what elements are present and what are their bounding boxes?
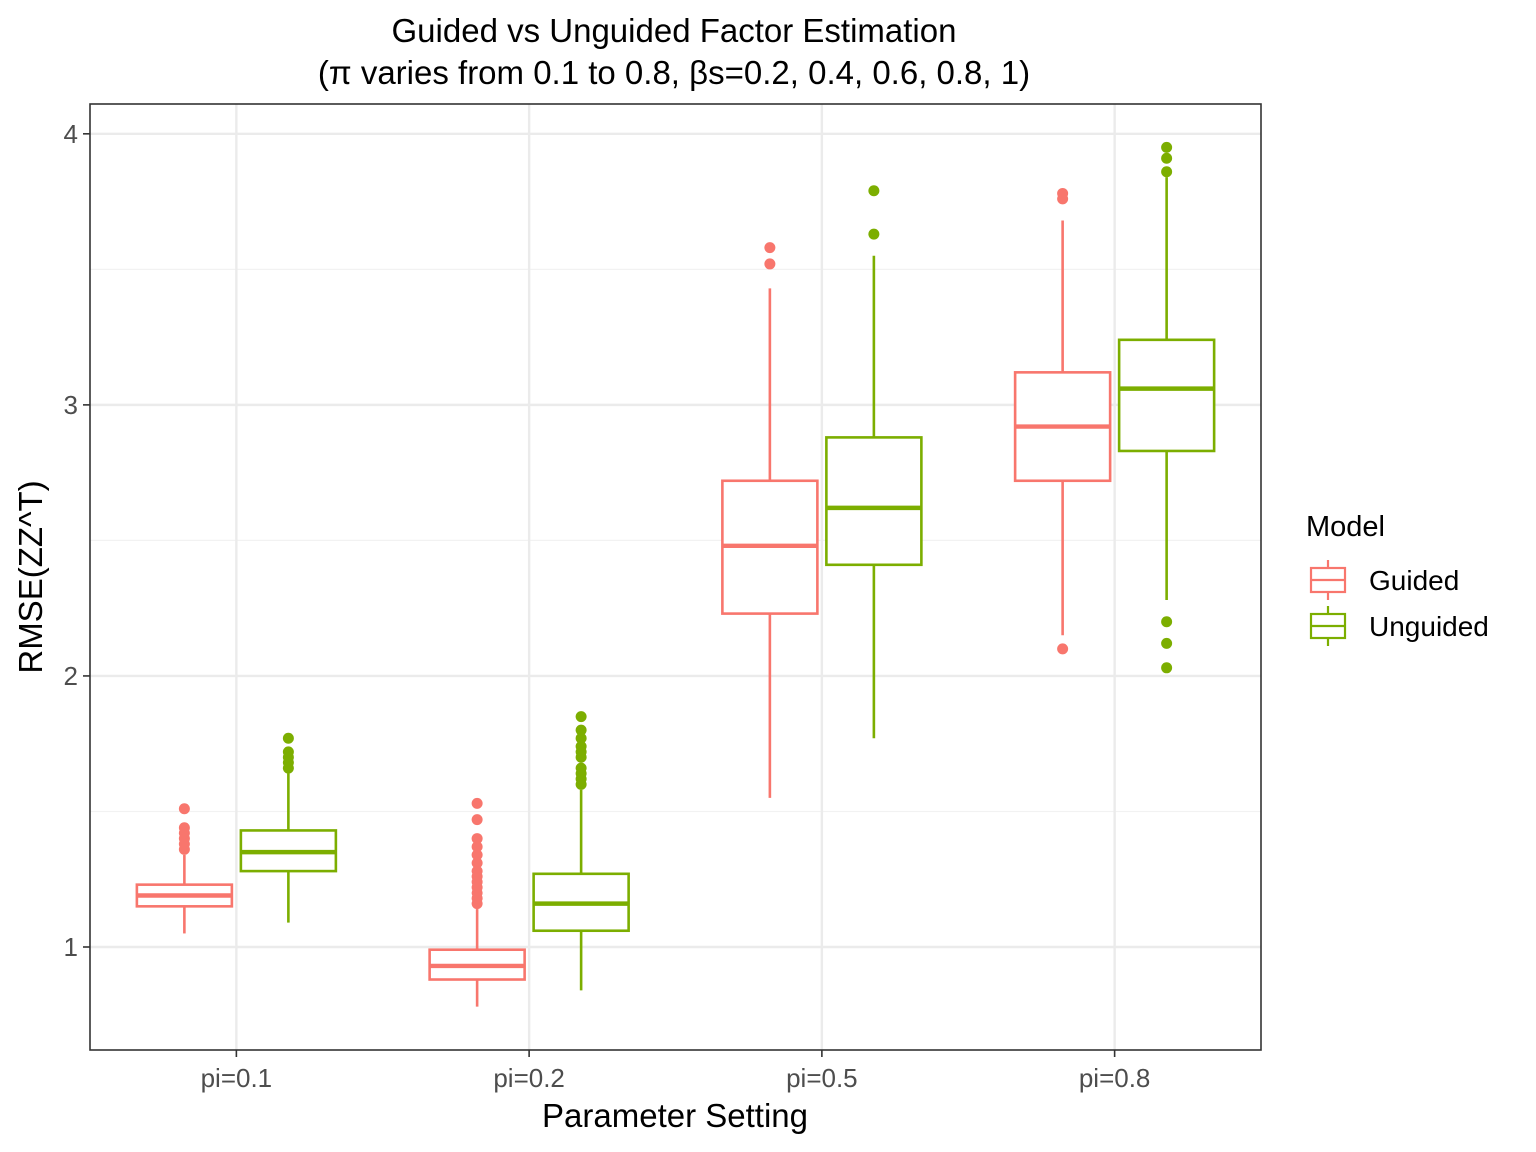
box-guided-2 bbox=[721, 242, 819, 798]
outlier-point bbox=[575, 762, 587, 774]
legend-title: Model bbox=[1306, 511, 1385, 543]
outlier-point bbox=[178, 822, 190, 834]
box-guided-0 bbox=[135, 803, 234, 934]
legend-item-guided: Guided bbox=[1309, 560, 1459, 600]
grid-lines bbox=[90, 104, 1261, 1050]
y-tick-label: 1 bbox=[64, 932, 78, 962]
box-guided-1 bbox=[428, 797, 526, 1007]
legend-item-unguided: Unguided bbox=[1309, 606, 1489, 646]
chart-title: Guided vs Unguided Factor Estimation bbox=[392, 12, 957, 49]
outlier-point bbox=[1057, 187, 1069, 199]
box-unguided-1 bbox=[532, 711, 630, 991]
x-tick-label: pi=0.8 bbox=[1079, 1063, 1151, 1093]
y-axis-title: RMSE(ZZ^T) bbox=[12, 480, 49, 673]
legend: Model Guided Unguided bbox=[1306, 511, 1489, 646]
outlier-point bbox=[575, 711, 587, 723]
outlier-point bbox=[575, 732, 587, 744]
legend-label: Guided bbox=[1369, 565, 1459, 596]
outlier-point bbox=[282, 732, 294, 744]
x-tick-label: pi=0.1 bbox=[201, 1063, 273, 1093]
outlier-point bbox=[471, 857, 483, 869]
outlier-point bbox=[471, 833, 483, 845]
outlier-point bbox=[471, 814, 483, 826]
outlier-point bbox=[868, 228, 880, 240]
outlier-point bbox=[764, 258, 776, 270]
outlier-point bbox=[764, 242, 776, 254]
outlier-point bbox=[1161, 152, 1173, 164]
box-guided-3 bbox=[1013, 187, 1112, 655]
box-unguided-0 bbox=[239, 732, 338, 923]
outlier-point bbox=[1161, 662, 1173, 674]
legend-items: Guided Unguided bbox=[1309, 560, 1489, 646]
panel-border bbox=[89, 103, 1262, 1051]
chart-subtitle: (π varies from 0.1 to 0.8, βs=0.2, 0.4, … bbox=[318, 54, 1030, 91]
outlier-point bbox=[471, 797, 483, 809]
outlier-point bbox=[471, 865, 483, 877]
box-unguided-3 bbox=[1117, 141, 1216, 674]
legend-label: Unguided bbox=[1369, 611, 1489, 642]
outlier-point bbox=[575, 724, 587, 736]
outlier-point bbox=[1161, 616, 1173, 628]
x-tick-label: pi=0.2 bbox=[493, 1063, 565, 1093]
panel-background bbox=[90, 104, 1261, 1050]
outlier-point bbox=[1057, 643, 1069, 655]
box-iqr bbox=[825, 436, 923, 567]
plot-panel bbox=[89, 103, 1262, 1051]
y-axis: 1 2 3 4 bbox=[64, 119, 90, 962]
outlier-point bbox=[471, 841, 483, 853]
x-axis-title: Parameter Setting bbox=[542, 1097, 808, 1134]
y-tick-label: 3 bbox=[64, 390, 78, 420]
outlier-point bbox=[575, 740, 587, 752]
outlier-point bbox=[1161, 166, 1173, 178]
x-axis: pi=0.1 pi=0.2 pi=0.5 pi=0.8 bbox=[201, 1050, 1151, 1093]
outlier-point bbox=[868, 185, 880, 197]
outlier-point bbox=[282, 746, 294, 758]
outlier-point bbox=[1161, 141, 1173, 153]
boxes-layer bbox=[135, 141, 1216, 1007]
box-iqr bbox=[1117, 338, 1216, 453]
outlier-point bbox=[471, 849, 483, 861]
box-unguided-2 bbox=[825, 185, 923, 739]
y-tick-label: 4 bbox=[64, 119, 78, 149]
x-tick-label: pi=0.5 bbox=[786, 1063, 858, 1093]
outlier-point bbox=[1161, 637, 1173, 649]
outlier-point bbox=[178, 803, 190, 815]
y-tick-label: 2 bbox=[64, 661, 78, 691]
